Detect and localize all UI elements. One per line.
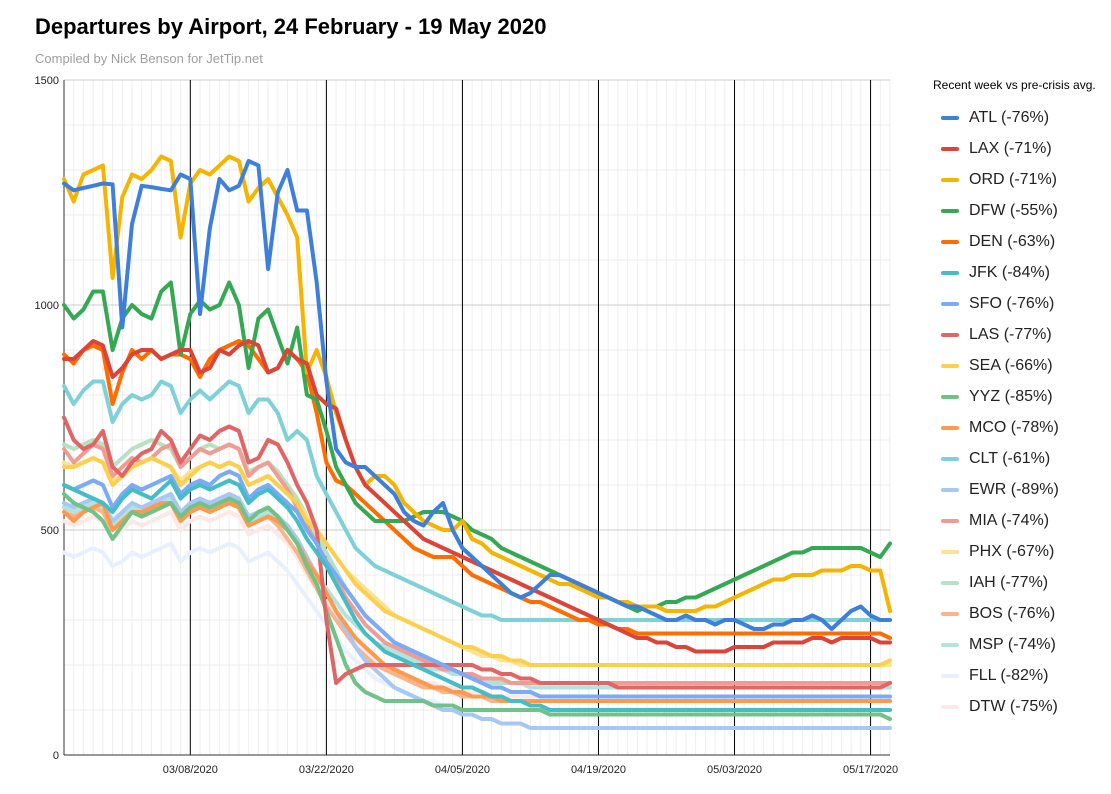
legend-label: CLT (-61%) — [969, 449, 1051, 467]
legend-label: SEA (-66%) — [969, 356, 1053, 374]
legend-item: LAX (-71%) — [933, 133, 1108, 164]
legend-item: DFW (-55%) — [933, 195, 1108, 226]
legend-swatch — [941, 487, 959, 492]
legend-item: JFK (-84%) — [933, 257, 1108, 288]
legend-item: EWR (-89%) — [933, 474, 1108, 505]
series-line — [62, 339, 892, 640]
legend-swatch — [941, 363, 959, 368]
x-tick-label: 05/17/2020 — [843, 764, 898, 776]
legend-label: YYZ (-85%) — [969, 387, 1053, 405]
legend-item: MIA (-74%) — [933, 505, 1108, 536]
series-line — [62, 442, 892, 685]
legend-item: ORD (-71%) — [933, 164, 1108, 195]
x-tick-label: 05/03/2020 — [707, 764, 762, 776]
legend-swatch — [941, 456, 959, 461]
legend-title: Recent week vs pre-crisis avg. — [933, 78, 1096, 92]
legend-item: ATL (-76%) — [933, 102, 1108, 133]
legend-item: MSP (-74%) — [933, 629, 1108, 660]
legend-swatch — [941, 208, 959, 213]
legend-label: ATL (-76%) — [969, 108, 1050, 126]
series-line — [62, 339, 892, 654]
legend-swatch — [941, 239, 959, 244]
y-tick-label: 1000 — [35, 300, 59, 312]
legend-swatch — [941, 177, 959, 182]
legend-item: CLT (-61%) — [933, 443, 1108, 474]
series-line — [62, 501, 892, 703]
legend-label: JFK (-84%) — [969, 263, 1050, 281]
legend-label: LAX (-71%) — [969, 139, 1052, 157]
series-line — [62, 154, 892, 613]
legend-label: LAS (-77%) — [969, 325, 1052, 343]
legend-swatch — [941, 580, 959, 585]
legend-label: SFO (-76%) — [969, 294, 1055, 312]
legend-swatch — [941, 611, 959, 616]
legend-label: DTW (-75%) — [969, 697, 1058, 715]
legend-swatch — [941, 549, 959, 554]
legend-item: FLL (-82%) — [933, 660, 1108, 691]
legend-swatch — [941, 673, 959, 678]
legend-swatch — [941, 146, 959, 151]
legend-swatch — [941, 115, 959, 120]
legend-swatch — [941, 301, 959, 306]
series-line — [62, 496, 892, 690]
y-tick-label: 1500 — [35, 75, 59, 87]
legend-item: DEN (-63%) — [933, 226, 1108, 257]
legend-swatch — [941, 642, 959, 647]
legend-label: BOS (-76%) — [969, 604, 1056, 622]
legend-item: MCO (-78%) — [933, 412, 1108, 443]
legend-items: ATL (-76%) LAX (-71%) ORD (-71%) DFW (-55%)… — [933, 102, 1108, 722]
legend-label: ORD (-71%) — [969, 170, 1058, 188]
legend-item: LAS (-77%) — [933, 319, 1108, 350]
x-tick-label: 04/05/2020 — [435, 764, 490, 776]
legend-label: MSP (-74%) — [969, 635, 1056, 653]
legend-item: BOS (-76%) — [933, 598, 1108, 629]
x-tick-label: 04/19/2020 — [571, 764, 626, 776]
series-line — [62, 456, 892, 667]
series-line — [62, 415, 892, 690]
legend-label: FLL (-82%) — [969, 666, 1049, 684]
legend-swatch — [941, 425, 959, 430]
y-tick-label: 0 — [53, 750, 59, 762]
legend-item: IAH (-77%) — [933, 567, 1108, 598]
chart-legend: Recent week vs pre-crisis avg. ATL (-76%… — [933, 78, 1108, 722]
legend-item: YYZ (-85%) — [933, 381, 1108, 412]
legend-swatch — [941, 332, 959, 337]
x-tick-label: 03/08/2020 — [163, 764, 218, 776]
legend-label: MCO (-78%) — [969, 418, 1059, 436]
x-tick-label: 03/22/2020 — [299, 764, 354, 776]
legend-item: SEA (-66%) — [933, 350, 1108, 381]
series-line — [62, 478, 892, 712]
legend-label: DFW (-55%) — [969, 201, 1058, 219]
legend-swatch — [941, 270, 959, 275]
legend-swatch — [941, 518, 959, 523]
chart-title: Departures by Airport, 24 February - 19 … — [35, 14, 547, 39]
series-line — [62, 469, 892, 699]
legend-item: PHX (-67%) — [933, 536, 1108, 567]
series-line — [62, 492, 892, 721]
legend-swatch — [941, 704, 959, 709]
series-line — [62, 159, 892, 631]
legend-item: SFO (-76%) — [933, 288, 1108, 319]
legend-item: DTW (-75%) — [933, 691, 1108, 722]
series-line — [62, 492, 892, 730]
legend-label: PHX (-67%) — [969, 542, 1055, 560]
series-line — [62, 379, 892, 622]
legend-label: IAH (-77%) — [969, 573, 1049, 591]
chart-subtitle: Compiled by Nick Benson for JetTip.net — [35, 51, 263, 66]
legend-label: EWR (-89%) — [969, 480, 1059, 498]
legend-label: DEN (-63%) — [969, 232, 1056, 250]
legend-label: MIA (-74%) — [969, 511, 1050, 529]
legend-swatch — [941, 394, 959, 399]
y-tick-label: 500 — [41, 525, 59, 537]
